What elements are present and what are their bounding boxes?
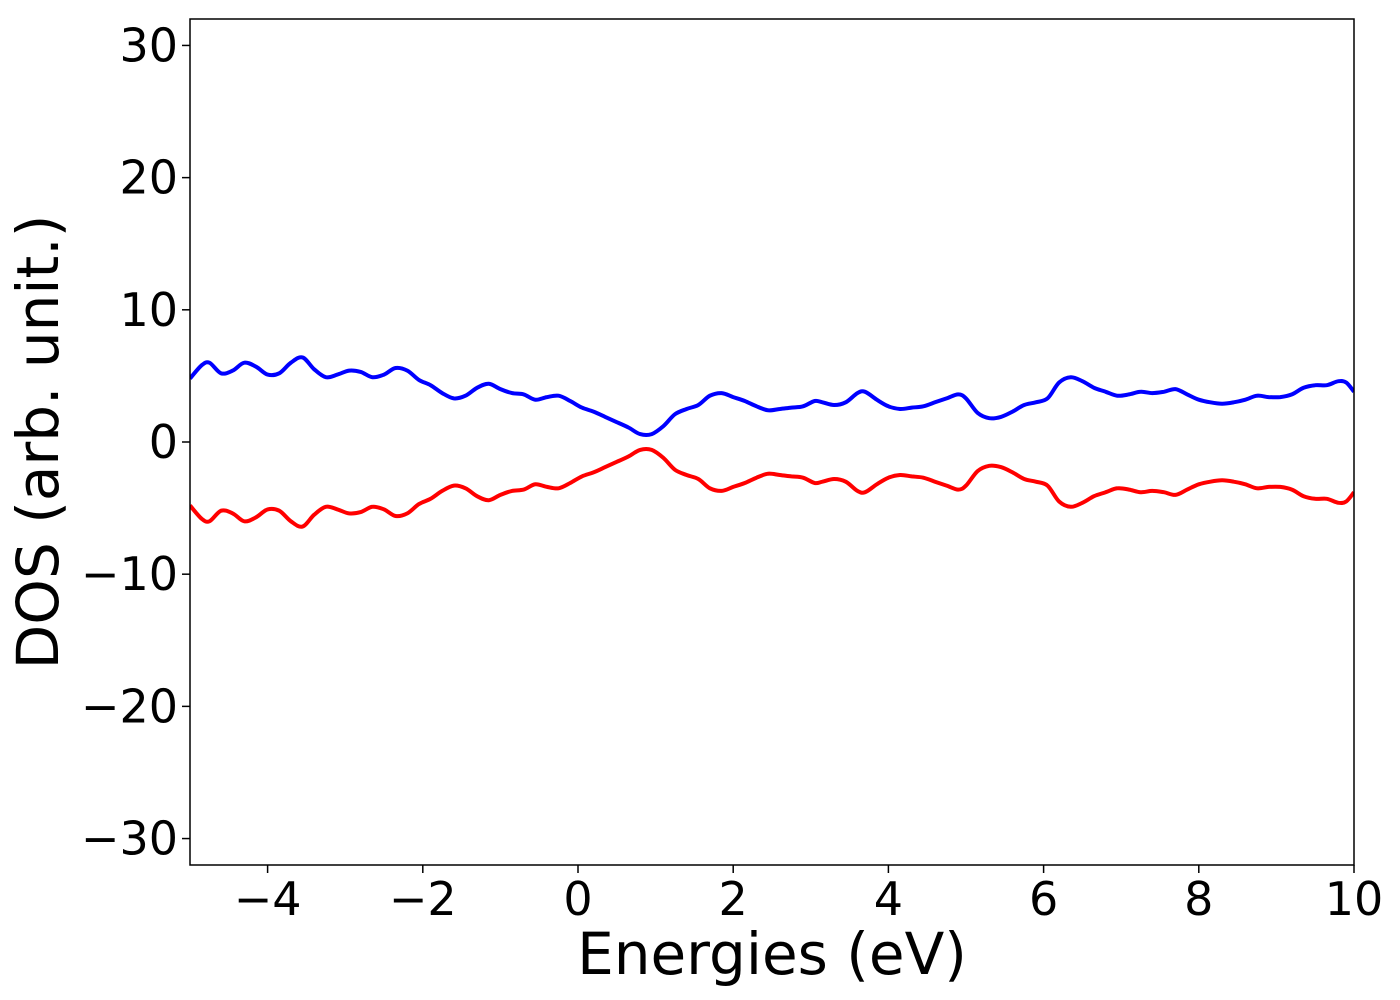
x-axis-title: Energies (eV)	[577, 920, 967, 988]
y-tick-label: 30	[119, 18, 178, 72]
y-axis: −30 −20 −10 0 10 20 30	[81, 18, 190, 866]
y-tick-label: 20	[119, 151, 178, 205]
y-tick-label: −30	[81, 812, 178, 866]
y-tick-label: 10	[119, 283, 178, 337]
x-tick-label: 2	[719, 872, 748, 926]
plot-frame	[189, 18, 1355, 866]
y-tick-label: 0	[149, 415, 178, 469]
x-tick-label: 8	[1184, 872, 1213, 926]
x-axis: −4 −2 0 2 4 6 8 10	[234, 865, 1384, 926]
series-layer	[190, 355, 1354, 529]
y-axis-title: DOS (arb. unit.)	[4, 215, 72, 670]
y-tick-label: −20	[81, 679, 178, 733]
x-tick-label: −4	[234, 872, 302, 926]
series-line-blue	[190, 355, 1354, 437]
x-tick-label: −2	[389, 872, 457, 926]
x-tick-label: 6	[1029, 872, 1058, 926]
series-line-red	[190, 447, 1354, 529]
x-tick-label: 0	[563, 872, 592, 926]
x-tick-label: 4	[874, 872, 903, 926]
y-tick-label: −10	[81, 547, 178, 601]
x-tick-label: 10	[1325, 872, 1384, 926]
